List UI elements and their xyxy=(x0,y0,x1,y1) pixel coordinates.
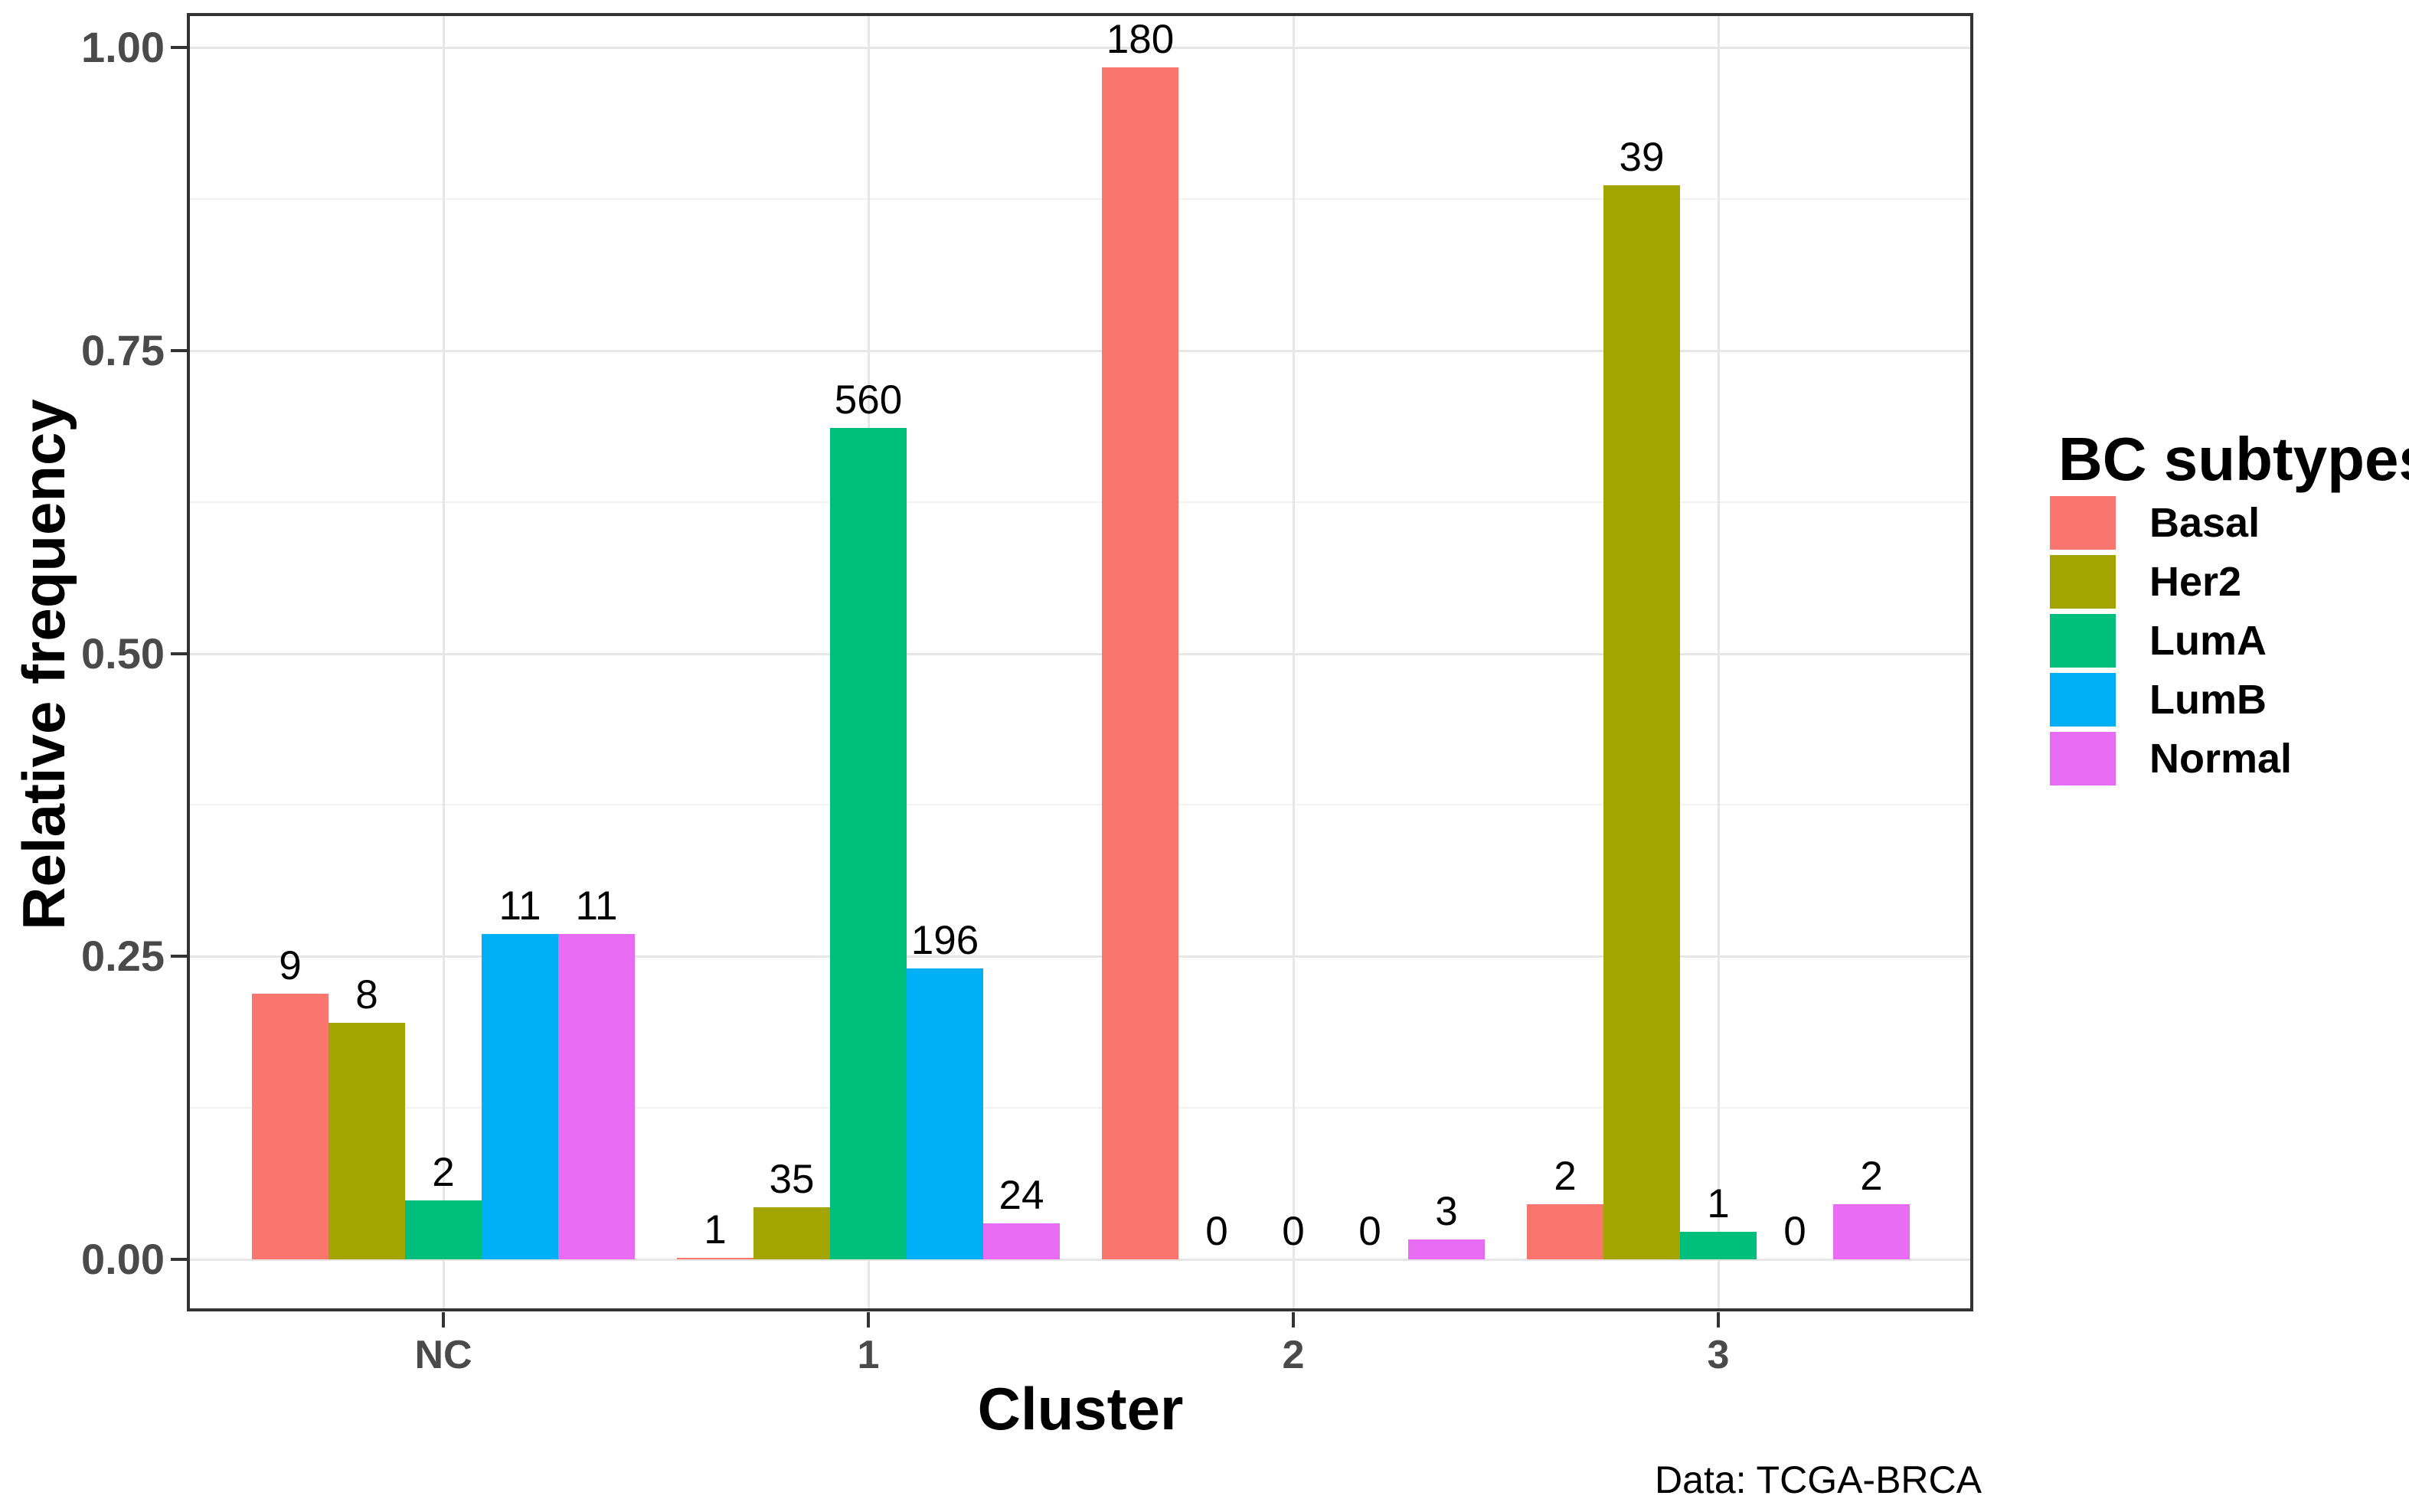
legend-item-normal: Normal xyxy=(2050,732,2292,785)
bar-normal-2 xyxy=(1408,1239,1485,1259)
y-tick-label: 0.50 xyxy=(81,629,165,678)
caption: Data: TCGA-BRCA xyxy=(1655,1458,1982,1501)
bar-value-label: 24 xyxy=(999,1173,1044,1219)
y-axis-title: Relative frequency xyxy=(10,399,77,930)
bar-basal-2 xyxy=(1102,67,1178,1259)
y-major-gridline xyxy=(187,652,1973,655)
bar-normal-1 xyxy=(983,1223,1060,1259)
bar-basal-NC xyxy=(252,993,328,1259)
y-major-gridline xyxy=(187,1259,1973,1261)
legend-swatch-normal xyxy=(2050,732,2116,785)
bar-value-label: 196 xyxy=(910,917,979,963)
bar-her2-NC xyxy=(328,1023,405,1259)
y-tick-label: 0.00 xyxy=(81,1235,165,1283)
legend-title: BC subtypes xyxy=(2058,425,2409,493)
bar-value-label: 1 xyxy=(704,1207,727,1253)
bar-value-label: 560 xyxy=(834,377,903,423)
bar-value-label: 11 xyxy=(498,883,541,929)
x-major-gridline xyxy=(443,13,445,1311)
plot-panel: 9 8 2 11 11 1 35 560 196 24 180 0 0 0 3 2 39 1 0 2 xyxy=(187,13,1973,1311)
bar-normal-3 xyxy=(1833,1204,1910,1259)
x-tick-label-2: 2 xyxy=(1282,1333,1305,1377)
x-tick-mark xyxy=(1292,1312,1295,1327)
y-minor-gridline xyxy=(187,198,1973,200)
x-tick-label-1: 1 xyxy=(857,1333,880,1377)
y-tick-mark xyxy=(171,955,187,958)
bar-value-label: 0 xyxy=(1205,1209,1228,1254)
y-major-gridline xyxy=(187,349,1973,352)
y-tick-mark xyxy=(171,651,187,655)
x-axis-title: Cluster xyxy=(977,1375,1184,1442)
bar-value-label: 8 xyxy=(355,972,378,1018)
y-tick-label: 1.00 xyxy=(81,23,165,71)
y-tick-label: 0.25 xyxy=(81,932,165,981)
legend-item-lumb: LumB xyxy=(2050,673,2267,727)
bar-value-label: 35 xyxy=(769,1157,815,1203)
bar-lumb-NC xyxy=(482,934,558,1259)
x-tick-mark xyxy=(1717,1312,1720,1327)
y-major-gridline xyxy=(187,47,1973,49)
bar-value-label: 1 xyxy=(1707,1181,1730,1227)
bar-value-label: 2 xyxy=(1860,1154,1883,1200)
bar-value-label: 0 xyxy=(1358,1209,1381,1254)
y-major-gridline xyxy=(187,955,1973,958)
bar-normal-NC xyxy=(558,934,635,1259)
bar-basal-3 xyxy=(1527,1204,1603,1259)
bar-value-label: 11 xyxy=(575,883,618,929)
legend-swatch-lumb xyxy=(2050,673,2116,727)
y-minor-gridline xyxy=(187,1107,1973,1109)
legend-swatch-her2 xyxy=(2050,555,2116,609)
y-minor-gridline xyxy=(187,804,1973,806)
y-tick-label: 0.75 xyxy=(81,325,165,374)
x-tick-mark xyxy=(442,1312,445,1327)
x-major-gridline xyxy=(1718,13,1720,1311)
x-tick-label-nc: NC xyxy=(414,1333,472,1377)
bar-value-label: 2 xyxy=(1554,1154,1577,1200)
x-tick-mark xyxy=(867,1312,870,1327)
legend-item-her2: Her2 xyxy=(2050,555,2241,609)
legend-swatch-basal xyxy=(2050,496,2116,550)
bar-value-label: 180 xyxy=(1106,16,1175,62)
bar-value-label: 39 xyxy=(1619,134,1665,180)
bar-lumb-1 xyxy=(907,968,983,1259)
bar-her2-1 xyxy=(753,1207,830,1259)
legend-label-lumb: LumB xyxy=(2149,677,2267,723)
x-tick-label-3: 3 xyxy=(1707,1333,1730,1377)
bar-luma-NC xyxy=(405,1200,482,1259)
y-tick-mark xyxy=(171,348,187,352)
bar-value-label: 3 xyxy=(1435,1189,1458,1235)
legend-item-basal: Basal xyxy=(2050,496,2260,550)
bar-her2-3 xyxy=(1603,185,1680,1259)
bar-luma-1 xyxy=(830,427,907,1259)
legend-label-normal: Normal xyxy=(2149,736,2293,782)
bar-value-label: 2 xyxy=(432,1149,455,1195)
legend-label-her2: Her2 xyxy=(2149,559,2242,605)
x-major-gridline xyxy=(1293,13,1295,1311)
bar-value-label: 0 xyxy=(1783,1209,1806,1254)
legend-swatch-luma xyxy=(2050,614,2116,668)
y-tick-mark xyxy=(171,46,187,49)
bar-basal-1 xyxy=(677,1258,753,1259)
bar-value-label: 9 xyxy=(279,942,302,988)
legend-label-luma: LumA xyxy=(2149,618,2267,664)
legend-item-luma: LumA xyxy=(2050,614,2267,668)
bar-luma-3 xyxy=(1680,1232,1757,1259)
y-minor-gridline xyxy=(187,501,1973,503)
y-tick-mark xyxy=(171,1258,187,1261)
legend-label-basal: Basal xyxy=(2149,500,2260,546)
bar-value-label: 0 xyxy=(1282,1209,1305,1254)
